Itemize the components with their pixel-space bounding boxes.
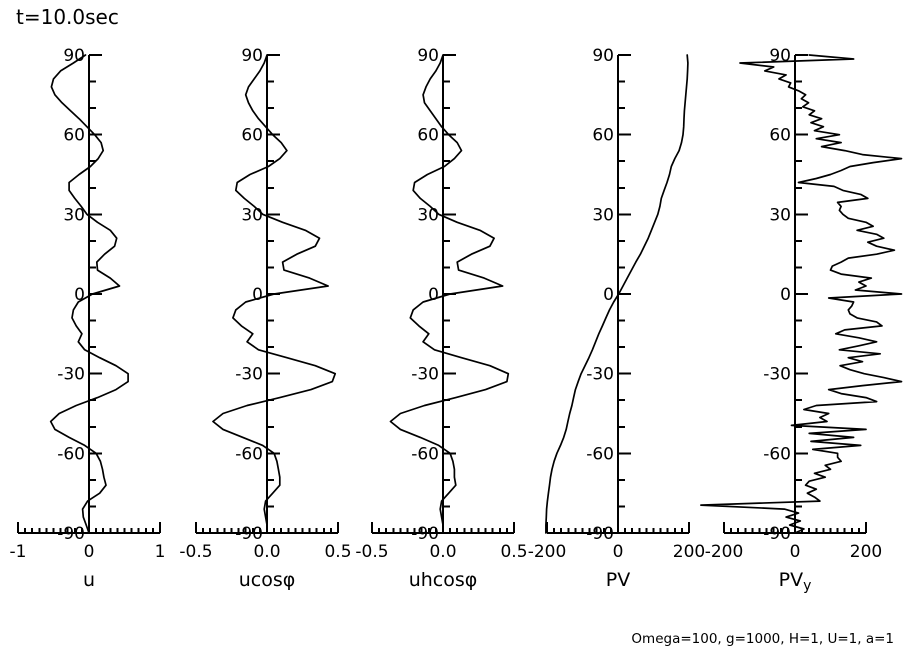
y-tick-label: 60 — [417, 126, 439, 146]
y-tick-label: -60 — [57, 444, 85, 464]
axis-title: u — [83, 569, 95, 591]
y-tick-label: 30 — [63, 205, 85, 225]
x-tick-label: 200 — [673, 542, 705, 562]
axis-title: PVy — [779, 569, 812, 594]
y-tick-label: 0 — [74, 285, 85, 305]
axis-title: PV — [606, 569, 630, 591]
x-tick-label: 0 — [613, 542, 624, 562]
x-tick-label: 0.5 — [324, 542, 351, 562]
y-tick-label: 90 — [417, 46, 439, 66]
x-tick-label: -200 — [705, 542, 744, 562]
x-tick-label: 200 — [850, 542, 882, 562]
x-tick-label: 1 — [155, 542, 166, 562]
parameters-caption: Omega=100, g=1000, H=1, U=1, a=1 — [631, 631, 894, 647]
x-tick-label: 0 — [84, 542, 95, 562]
x-tick-label: -200 — [528, 542, 567, 562]
y-tick-label: -30 — [235, 365, 263, 385]
x-tick-label: 0.0 — [429, 542, 456, 562]
y-tick-label: 90 — [769, 46, 791, 66]
profile-curve-pv — [545, 54, 689, 534]
y-tick-label: 0 — [603, 285, 614, 305]
y-tick-label: -30 — [586, 365, 614, 385]
y-tick-label: 60 — [63, 126, 85, 146]
x-tick-label: -1 — [10, 542, 27, 562]
y-tick-label: 0 — [252, 285, 263, 305]
y-tick-label: 90 — [592, 46, 614, 66]
profile-curve-u — [49, 54, 129, 534]
x-tick-label: 0.5 — [500, 542, 527, 562]
y-tick-label: 30 — [417, 205, 439, 225]
axis-title: uhcosφ — [409, 569, 478, 591]
x-tick-label: 0.0 — [253, 542, 280, 562]
y-tick-label: 30 — [241, 205, 263, 225]
y-tick-label: -60 — [411, 444, 439, 464]
y-tick-label: 0 — [780, 285, 791, 305]
y-tick-label: -60 — [235, 444, 263, 464]
y-tick-label: -30 — [411, 365, 439, 385]
profile-curve-pvy — [700, 54, 903, 534]
y-tick-label: 60 — [241, 126, 263, 146]
y-tick-label: 30 — [769, 205, 791, 225]
y-tick-label: 90 — [241, 46, 263, 66]
y-tick-label: 90 — [63, 46, 85, 66]
y-tick-label: -30 — [57, 365, 85, 385]
x-tick-label: 0 — [790, 542, 801, 562]
y-tick-label: -60 — [763, 444, 791, 464]
x-tick-label: -0.5 — [179, 542, 212, 562]
profile-curve-uhcos — [389, 54, 510, 534]
y-tick-label: -30 — [763, 365, 791, 385]
y-tick-label: 60 — [769, 126, 791, 146]
y-tick-label: 0 — [428, 285, 439, 305]
x-tick-label: -0.5 — [355, 542, 388, 562]
profile-curve-ucos — [212, 54, 337, 534]
y-tick-label: 60 — [592, 126, 614, 146]
axis-title: ucosφ — [239, 569, 296, 591]
y-tick-label: -60 — [586, 444, 614, 464]
y-tick-label: 30 — [592, 205, 614, 225]
plot-title: t=10.0sec — [16, 5, 119, 29]
